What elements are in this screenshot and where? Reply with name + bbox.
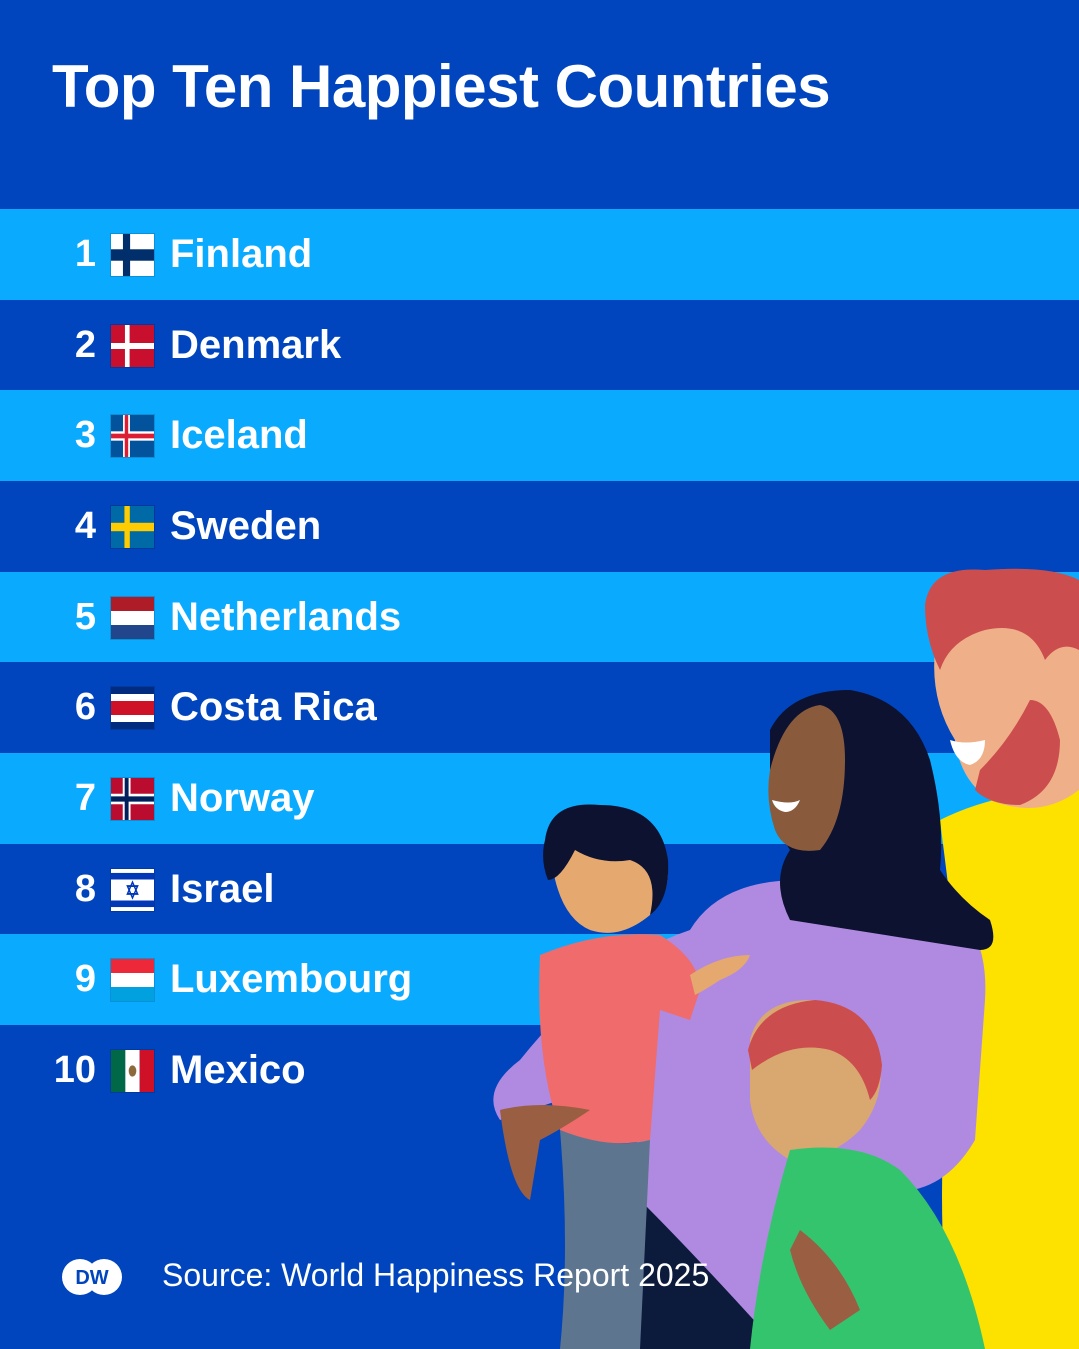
israel-flag-icon: [110, 867, 155, 912]
country-name: Mexico: [170, 1048, 306, 1092]
rank-number: 6: [74, 686, 96, 728]
list-item: 10 Mexico: [0, 1025, 1079, 1116]
costa-rica-flag-icon: [110, 685, 155, 730]
finland-flag-icon: [110, 232, 155, 277]
list-item: 1 Finland: [0, 209, 1079, 300]
country-name: Luxembourg: [170, 957, 413, 1001]
rank-number: 7: [74, 777, 96, 819]
rank-number: 9: [74, 958, 96, 1000]
rank-number: 4: [74, 505, 96, 547]
sweden-flag-icon: [110, 504, 155, 549]
mexico-flag-icon: [110, 1048, 155, 1093]
denmark-flag-icon: [110, 323, 155, 368]
rank-number: 1: [74, 233, 96, 275]
country-name: Finland: [170, 232, 313, 276]
source-text: Source: World Happiness Report 2025: [162, 1257, 710, 1293]
country-name: Sweden: [170, 504, 322, 548]
rank-number: 8: [74, 868, 96, 910]
rank-number: 3: [74, 414, 96, 456]
list-item: 2 Denmark: [0, 300, 1079, 391]
country-name: Denmark: [170, 323, 342, 367]
list-item: 7 Norway: [0, 753, 1079, 844]
country-name: Costa Rica: [170, 685, 377, 729]
list-item: 5 Netherlands: [0, 572, 1079, 663]
dw-logo-icon: DW: [62, 1259, 122, 1295]
netherlands-flag-icon: [110, 595, 155, 640]
svg-text:DW: DW: [75, 1267, 108, 1289]
country-name: Norway: [170, 776, 315, 820]
list-item: 6 Costa Rica: [0, 662, 1079, 753]
list-item: 9 Luxembourg: [0, 934, 1079, 1025]
rank-number: 2: [74, 324, 96, 366]
luxembourg-flag-icon: [110, 957, 155, 1002]
page-title: Top Ten Happiest Countries: [52, 53, 831, 120]
iceland-flag-icon: [110, 413, 155, 458]
country-name: Israel: [170, 867, 275, 911]
rank-number: 5: [74, 596, 96, 638]
list-item: 4 Sweden: [0, 481, 1079, 572]
list-item: 3 Iceland: [0, 390, 1079, 481]
country-name: Netherlands: [170, 595, 402, 639]
rank-number: 10: [53, 1049, 96, 1091]
list-item: 8 Israel: [0, 844, 1079, 935]
norway-flag-icon: [110, 776, 155, 821]
country-name: Iceland: [170, 413, 308, 457]
